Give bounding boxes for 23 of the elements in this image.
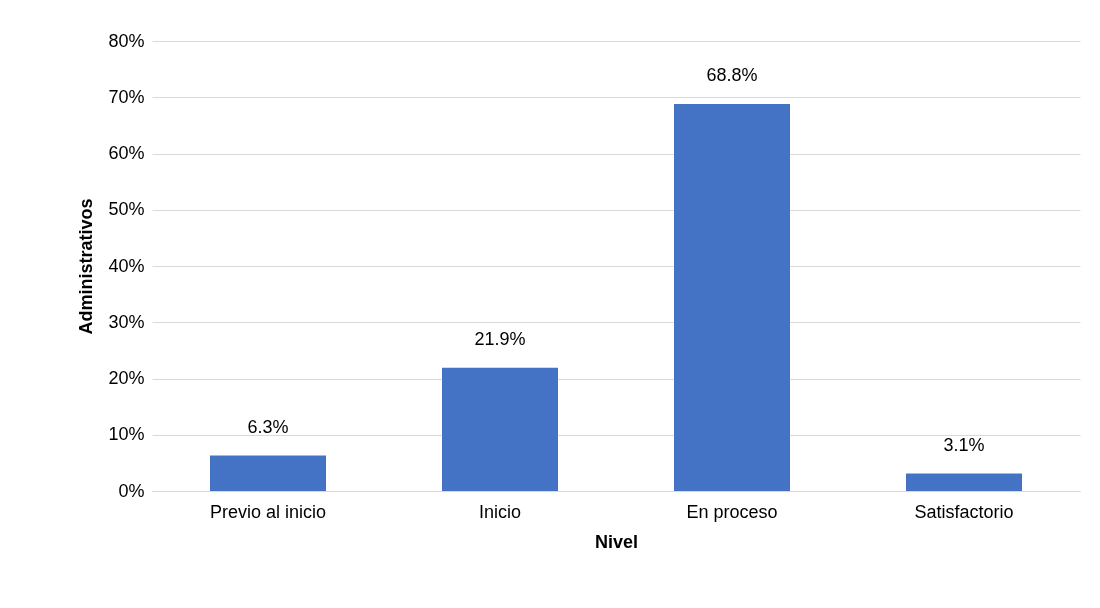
x-tick-label: Inicio <box>478 501 522 522</box>
y-tick-label: 50% <box>108 199 145 220</box>
data-label: 68.8% <box>706 65 758 85</box>
x-tick-label: Satisfactorio <box>914 501 1014 522</box>
x-axis-title: Nivel <box>594 531 639 552</box>
y-tick-label: 60% <box>108 143 145 163</box>
bar <box>210 455 326 491</box>
data-label: 3.1% <box>943 434 985 455</box>
y-tick-label: 20% <box>108 368 145 388</box>
data-label: 21.9% <box>474 328 526 349</box>
data-label: 6.3% <box>247 416 289 437</box>
x-tick-label: Previo al inicio <box>209 501 327 522</box>
y-axis-title: Administrativos <box>76 198 97 335</box>
bar <box>906 473 1022 491</box>
y-tick-label: 0% <box>118 480 145 501</box>
bar <box>674 104 790 491</box>
y-tick-label: 30% <box>108 311 145 332</box>
y-tick-label: 10% <box>108 424 145 445</box>
bar <box>442 367 558 491</box>
y-tick-label: 40% <box>108 255 145 276</box>
x-tick-label: En proceso <box>686 501 778 522</box>
y-tick-label: 70% <box>108 86 145 107</box>
y-tick-label: 80% <box>108 30 145 51</box>
